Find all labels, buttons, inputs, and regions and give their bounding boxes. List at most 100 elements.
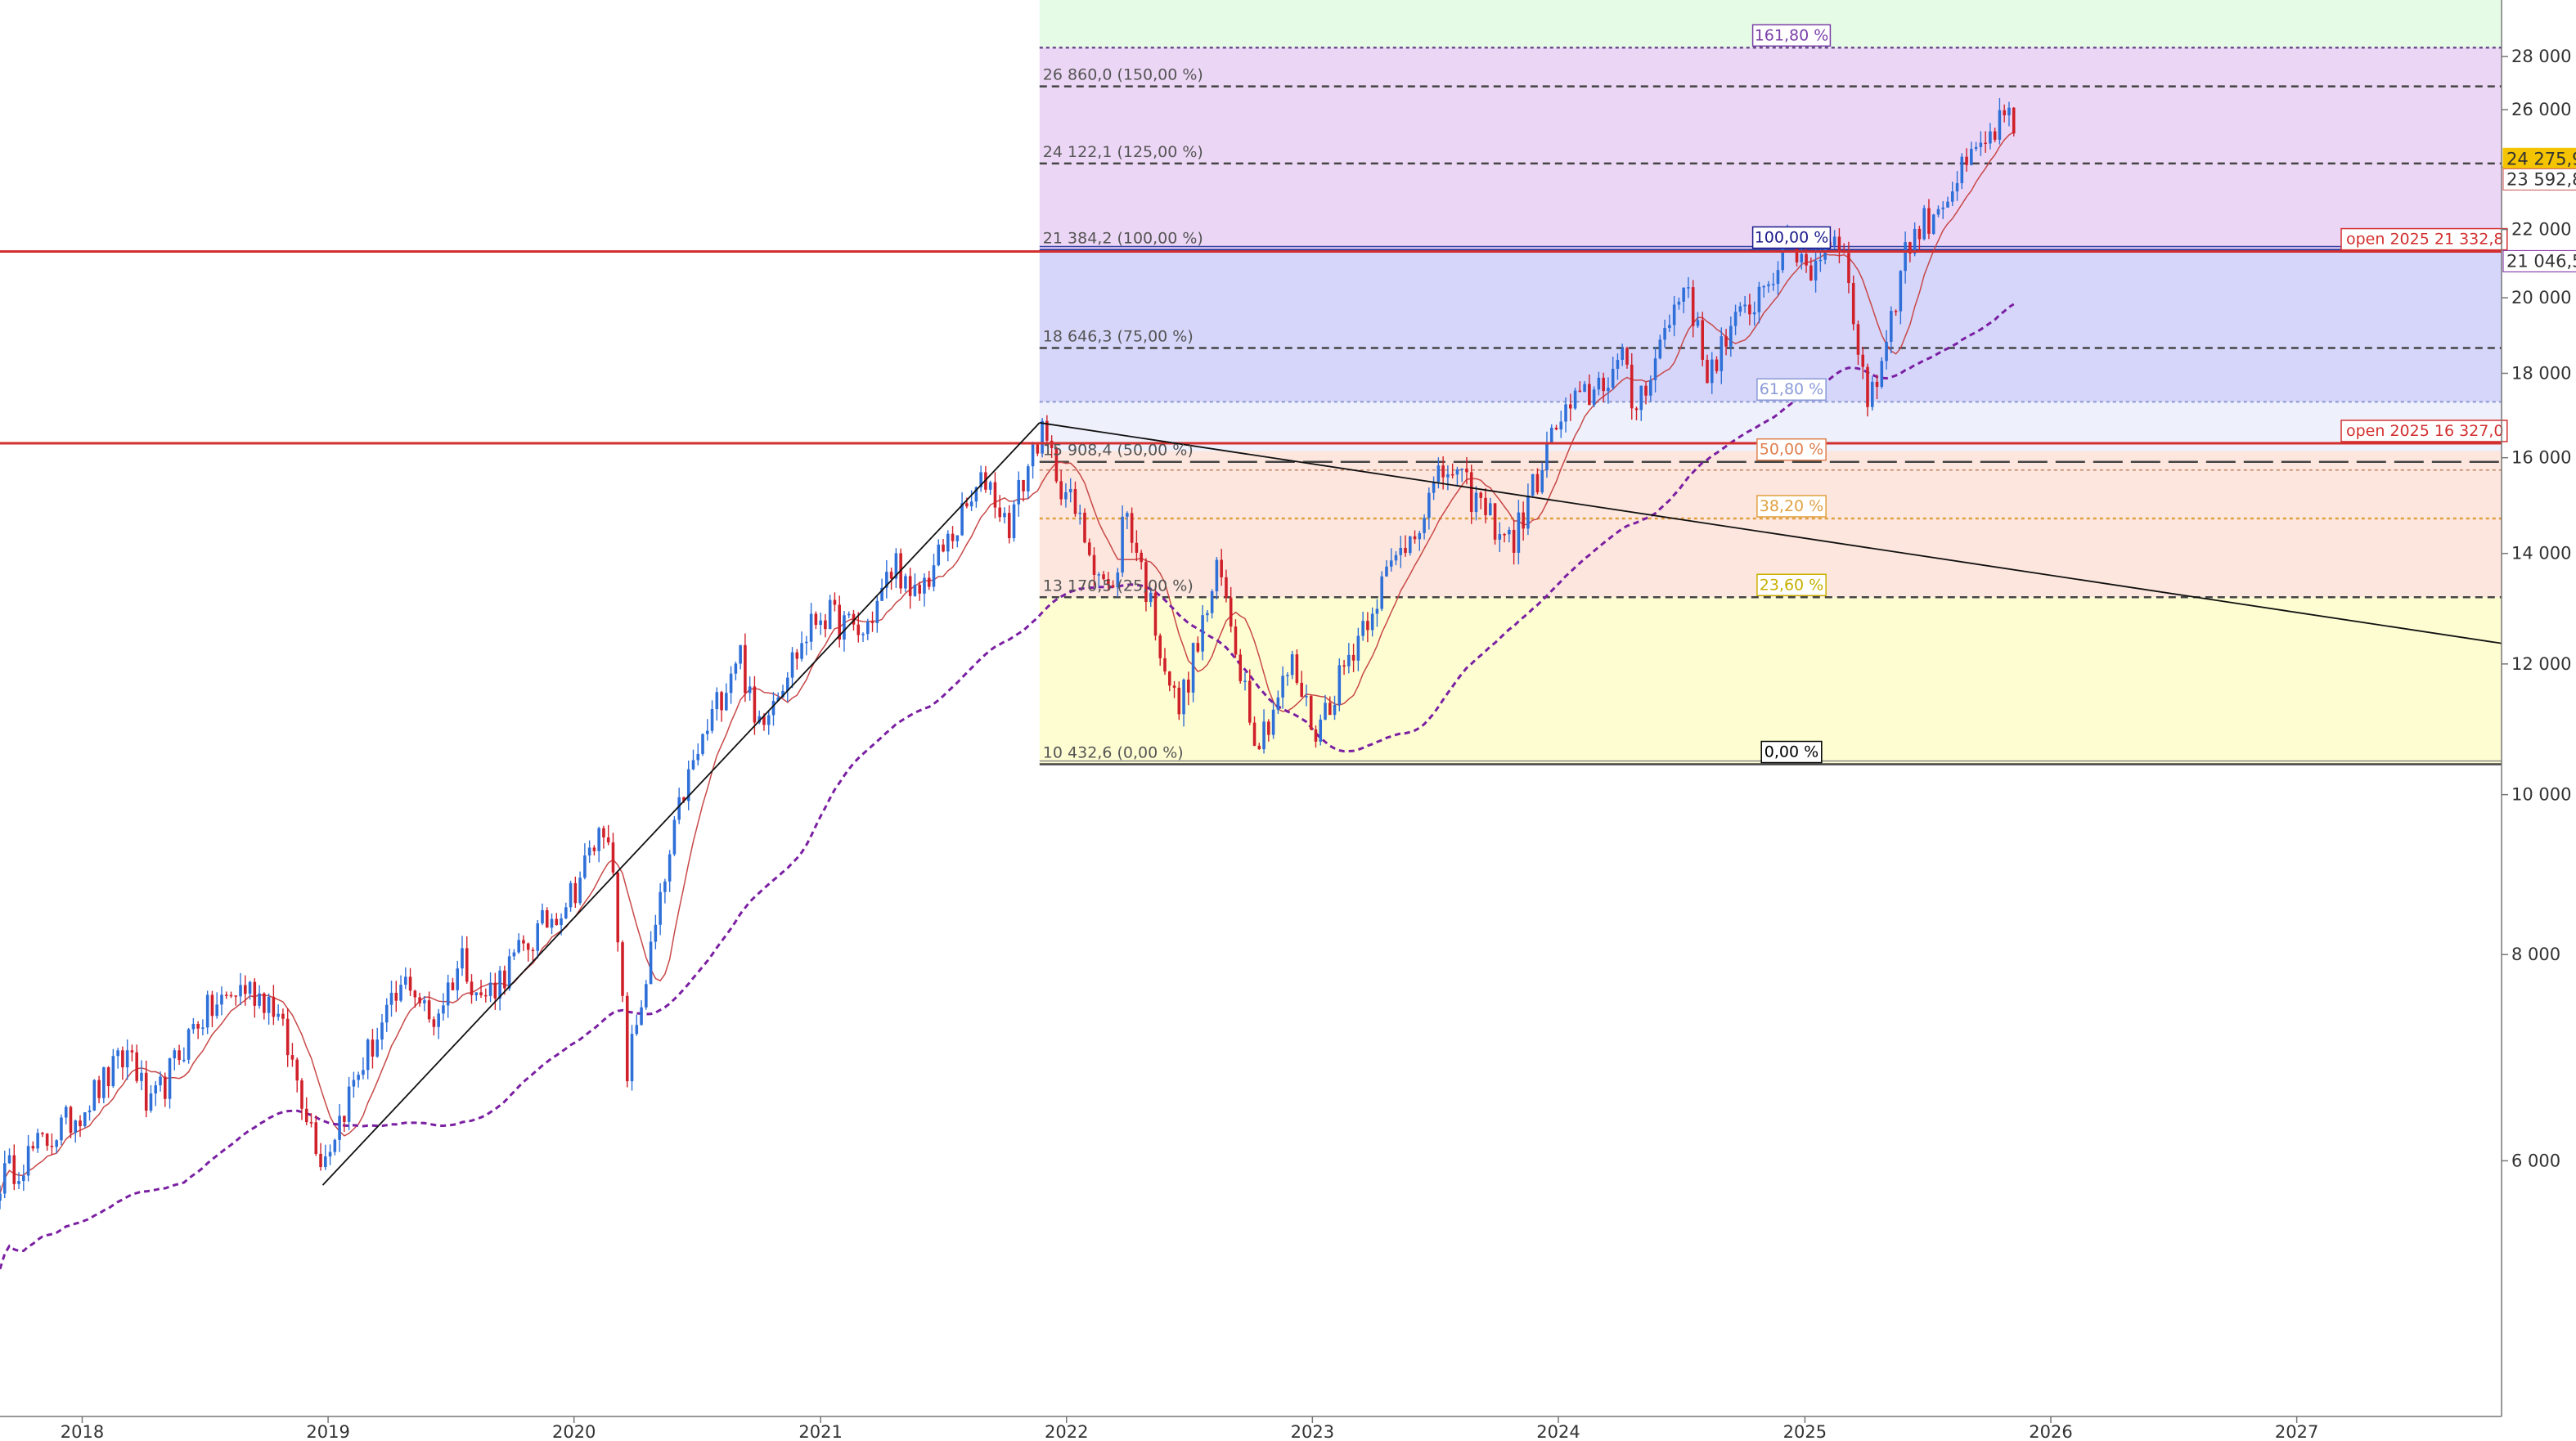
fib-level-label: 13 170,5 (25,00 %) xyxy=(1043,577,1194,595)
candle-body xyxy=(1003,513,1006,518)
candle-body xyxy=(843,615,846,640)
candle-body xyxy=(852,613,856,625)
y-tick-label: 22 000 xyxy=(2511,220,2571,240)
candle-body xyxy=(969,501,973,507)
fib-level-label: 26 860,0 (150,00 %) xyxy=(1043,66,1203,84)
candle-body xyxy=(522,940,525,944)
candle-body xyxy=(31,1146,35,1149)
trendline xyxy=(321,422,1041,1186)
candle-body xyxy=(1644,385,1648,396)
candle-body xyxy=(1668,325,1671,329)
candle-body xyxy=(276,1013,280,1017)
price-marker-badge xyxy=(2502,147,2576,170)
open-level-badge xyxy=(2340,227,2508,251)
candle-body xyxy=(979,472,982,487)
candle-body xyxy=(1092,554,1096,575)
candle-body xyxy=(427,1000,431,1020)
candle-body xyxy=(805,641,808,644)
candle-body xyxy=(1890,311,1893,342)
candle-body xyxy=(352,1080,356,1087)
candle-body xyxy=(870,622,874,623)
candle-body xyxy=(1781,238,1785,271)
candle-body xyxy=(1989,131,1992,144)
candle-body xyxy=(1333,704,1337,716)
candle-body xyxy=(592,847,596,851)
candle-body xyxy=(1404,547,1407,554)
fib-pct-label: 0,00 % xyxy=(1765,743,1818,761)
candle-body xyxy=(1295,654,1299,683)
candle-body xyxy=(1366,621,1369,631)
candle-body xyxy=(1446,474,1450,478)
fib-pct-label: 38,20 % xyxy=(1760,497,1824,515)
candle-body xyxy=(187,1029,191,1060)
candle-body xyxy=(965,503,969,507)
candle-body xyxy=(1682,287,1685,302)
candle-body xyxy=(437,1013,440,1027)
candle-body xyxy=(1248,680,1252,723)
candle-body xyxy=(696,753,700,761)
candle-body xyxy=(1073,488,1077,514)
candle-body xyxy=(1512,529,1516,553)
candle-body xyxy=(324,1156,327,1167)
y-tick-label: 16 000 xyxy=(2511,448,2571,468)
candle-body xyxy=(205,994,209,1028)
candle-body xyxy=(1243,680,1247,683)
candle-body xyxy=(753,686,757,723)
x-tick-label: 2026 xyxy=(2029,1422,2072,1441)
candle-body xyxy=(715,692,719,710)
x-tick-label: 2021 xyxy=(798,1422,842,1441)
candle-body xyxy=(564,907,568,918)
candle-body xyxy=(1809,265,1813,281)
candle-body xyxy=(191,1023,196,1030)
candle-body xyxy=(1460,469,1463,470)
candle-body xyxy=(739,644,742,664)
price-marker-badge xyxy=(2502,168,2576,191)
candle-body xyxy=(50,1145,54,1147)
candle-body xyxy=(1474,492,1478,513)
candle-body xyxy=(776,697,780,701)
candle-body xyxy=(159,1076,162,1086)
candle-body xyxy=(300,1080,303,1109)
candle-body xyxy=(239,985,242,997)
candle-body xyxy=(1225,577,1228,598)
candle-body xyxy=(343,1116,346,1122)
candle-body xyxy=(1696,320,1700,326)
candle-body xyxy=(762,716,766,725)
fib-pct-badge xyxy=(1756,495,1827,518)
candle-body xyxy=(338,1116,341,1140)
candle-body xyxy=(1856,324,1860,355)
candle-body xyxy=(833,599,837,605)
candle-body xyxy=(1795,244,1799,263)
candle-body xyxy=(790,652,794,678)
candle-body xyxy=(135,1052,138,1081)
candle-body xyxy=(937,544,941,566)
candle-body xyxy=(7,1155,11,1164)
candle-body xyxy=(394,992,398,1001)
candle-body xyxy=(847,613,851,616)
candle-body xyxy=(1450,474,1454,476)
candle-body xyxy=(1498,534,1502,540)
candle-body xyxy=(461,948,464,969)
candle-body xyxy=(234,995,238,997)
candles xyxy=(0,97,2016,1210)
candle-body xyxy=(83,1112,87,1127)
candle-body xyxy=(927,577,931,587)
candle-body xyxy=(1215,559,1219,592)
candle-body xyxy=(1748,304,1751,315)
candle-body xyxy=(701,734,704,754)
fib-pct-label: 61,80 % xyxy=(1760,380,1824,398)
candle-body xyxy=(1588,384,1591,406)
candle-body xyxy=(889,572,893,579)
candle-body xyxy=(1319,719,1323,742)
candle-body xyxy=(1017,479,1021,505)
candle-body xyxy=(1210,591,1214,613)
candle-body xyxy=(1917,228,1922,240)
candle-body xyxy=(1762,285,1765,288)
candle-body xyxy=(645,984,648,1008)
candle-body xyxy=(314,1122,318,1154)
candle-body xyxy=(1880,361,1884,387)
candle-body xyxy=(536,923,540,951)
candle-body xyxy=(1710,359,1714,384)
candle-body xyxy=(328,1151,332,1157)
